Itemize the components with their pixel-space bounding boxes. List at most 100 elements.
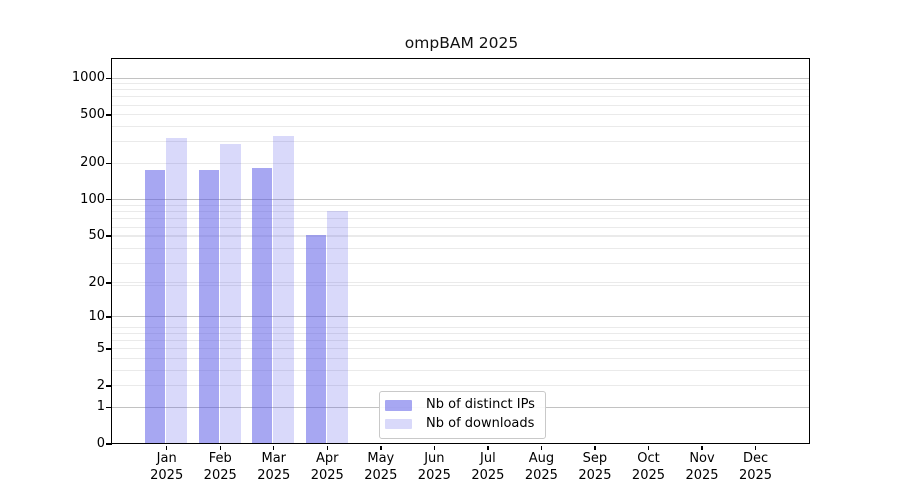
y-tick-mark [106,235,112,237]
minor-gridline [112,104,810,106]
year-label: 2025 [578,467,612,483]
y-tick-label: 200 [80,155,105,171]
x-tick-label-may: May 2025 [351,451,411,484]
x-tick-label-oct: Oct 2025 [618,451,678,484]
minor-gridline [112,284,810,286]
month-label: Jun [424,451,445,466]
y-tick-mark [106,348,112,350]
y-tick-label: 5 [96,341,105,357]
month-label: Sep [582,451,608,466]
year-label: 2025 [257,467,291,483]
minor-gridline [112,235,810,237]
x-tick-mark [540,445,543,450]
minor-gridline [112,218,810,220]
year-label: 2025 [150,467,184,483]
y-tick-label: 0 [96,436,105,451]
x-tick-mark [701,445,703,450]
bar-feb-downloads [219,143,241,444]
bar-mar-distinct-ips [252,168,273,444]
month-label: Jul [480,451,496,466]
y-tick-label: 100 [80,191,105,207]
x-tick-mark [647,445,650,450]
legend-row: Nb of downloads [380,415,545,433]
year-label: 2025 [203,467,237,483]
x-tick-label-aug: Aug 2025 [511,451,571,484]
year-label: 2025 [417,467,451,483]
year-label: 2025 [471,467,505,483]
legend-swatch-icon [385,400,412,411]
minor-gridline [112,226,810,228]
y-tick-label: 1 [96,399,105,415]
minor-gridline [112,205,810,207]
minor-gridline [112,333,810,335]
year-label: 2025 [364,467,398,483]
minor-gridline [112,282,810,284]
x-tick-mark [326,445,328,450]
y-tick-label: 50 [88,227,105,243]
x-tick-label-jun: Jun 2025 [404,451,464,484]
minor-gridline [112,211,810,213]
minor-gridline [112,89,810,91]
x-tick-mark [273,445,275,450]
x-tick-mark [754,445,757,450]
month-label: Jan [156,451,177,466]
year-label: 2025 [524,467,558,483]
y-tick-mark [106,443,112,445]
month-label: Apr [316,451,339,466]
y-tick-label: 1000 [71,70,105,86]
y-tick-label: 2 [96,377,105,393]
major-gridline [112,77,810,79]
year-label: 2025 [685,467,719,483]
y-tick-mark [106,282,112,284]
minor-gridline [112,141,810,143]
x-tick-mark [433,445,436,450]
month-label: Oct [637,451,660,466]
x-tick-mark [487,445,489,450]
y-tick-mark [106,385,112,387]
minor-gridline [112,369,810,371]
month-label: Mar [261,451,287,466]
major-gridline [112,316,810,318]
x-tick-label-nov: Nov 2025 [672,451,732,484]
legend-swatch-icon [385,418,412,429]
minor-gridline [112,126,810,128]
chart-title: ompBAM 2025 [404,34,519,52]
minor-gridline [112,236,810,238]
y-tick-mark [106,77,112,79]
minor-gridline [112,263,810,265]
y-tick-mark [106,162,112,164]
x-tick-label-dec: Dec 2025 [726,451,786,484]
bar-feb-distinct-ips [198,169,219,444]
bar-jan-downloads [165,137,187,444]
plot-area [111,58,811,445]
month-label: Aug [528,451,555,466]
month-label: Feb [208,451,232,466]
minor-gridline [112,248,810,249]
major-gridline [112,198,810,200]
year-label: 2025 [631,467,666,483]
y-tick-label: 500 [80,106,105,122]
minor-gridline [112,96,810,98]
year-label: 2025 [738,467,773,483]
x-tick-mark [594,445,596,450]
x-tick-mark [380,445,382,450]
y-tick-mark [106,198,112,201]
y-tick-mark [106,406,112,408]
x-tick-label-jan: Jan 2025 [137,451,197,484]
month-label: Nov [689,451,715,466]
x-tick-mark [219,445,221,450]
minor-gridline [112,114,810,116]
minor-gridline [112,358,810,360]
month-label: Dec [742,451,769,466]
x-tick-label-mar: Mar 2025 [244,451,304,484]
y-tick-mark [106,316,112,318]
legend-label: Nb of distinct IPs [426,397,535,412]
bar-apr-distinct-ips [305,235,326,444]
minor-gridline [112,83,810,85]
y-tick-label: 10 [88,309,105,325]
bar-mar-downloads [273,136,295,444]
x-tick-label-sep: Sep 2025 [565,451,625,484]
legend-row: Nb of distinct IPs [380,396,545,414]
bar-apr-downloads [326,210,348,444]
